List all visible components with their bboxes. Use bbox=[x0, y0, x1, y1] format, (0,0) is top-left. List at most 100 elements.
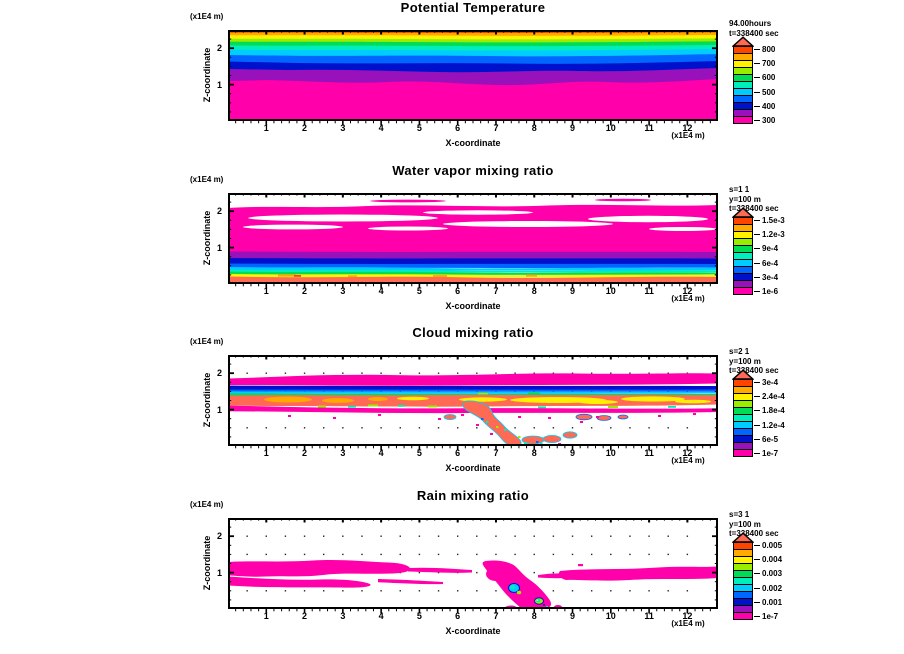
colorbar-tick-label: 1e-6 bbox=[753, 287, 778, 296]
x-tick-label: 4 bbox=[378, 611, 384, 621]
colorbar-boxes bbox=[733, 46, 753, 124]
colorbar-annotations: 94.00hours t=338400 sec bbox=[729, 19, 819, 38]
colorbar-tick-label: 0.005 bbox=[753, 541, 782, 550]
colorbar-annotations: s=1 1 y=100 m t=338400 sec bbox=[729, 185, 819, 214]
z-tick-label: 1 bbox=[216, 80, 222, 90]
annotation-time-sec: t=338400 sec bbox=[729, 28, 779, 38]
x-tick-label: 12 bbox=[682, 123, 693, 133]
colorbar: 800 700 600 500 400 300 bbox=[733, 45, 823, 126]
x-tick-label: 2 bbox=[302, 611, 308, 621]
colorbar-tick-label: 6e-5 bbox=[753, 435, 778, 444]
z-tick-label: 2 bbox=[216, 43, 222, 53]
colorbar-tick-label: 300 bbox=[753, 116, 775, 125]
x-tick-label: 4 bbox=[378, 448, 384, 458]
x-tick-label: 5 bbox=[416, 448, 422, 458]
x-tick-label: 3 bbox=[340, 123, 346, 133]
x-axis-unit: (x1E4 m) bbox=[671, 131, 705, 140]
colorbar-tick-label: 0.001 bbox=[753, 598, 782, 607]
annotation-slice: s=1 1 bbox=[729, 185, 750, 194]
z-axis-unit: (x1E4 m) bbox=[190, 337, 224, 346]
contour-plot-water-vapor bbox=[228, 193, 718, 289]
x-tick-label: 6 bbox=[455, 123, 461, 133]
x-tick-labels: 1 2 3 4 5 6 7 8 9 10 11 12 bbox=[226, 286, 720, 296]
z-axis-label: Z-coordinate bbox=[202, 210, 212, 266]
colorbar-tick-label: 3e-4 bbox=[753, 378, 778, 387]
x-axis-unit: (x1E4 m) bbox=[671, 456, 705, 465]
z-tick-label: 2 bbox=[216, 531, 222, 541]
colorbar-tick-label: 1e-7 bbox=[753, 449, 778, 458]
colorbar-tick-label: 400 bbox=[753, 102, 775, 111]
x-tick-label: 6 bbox=[455, 286, 461, 296]
x-axis-label: X-coordinate bbox=[445, 138, 501, 148]
x-tick-label: 2 bbox=[302, 448, 308, 458]
colorbar-boxes bbox=[733, 379, 753, 457]
x-axis-label: X-coordinate bbox=[445, 626, 501, 636]
x-tick-label: 1 bbox=[263, 611, 269, 621]
x-tick-label: 3 bbox=[340, 611, 346, 621]
annotation-slice: s=3 1 bbox=[729, 510, 750, 519]
x-axis-label: X-coordinate bbox=[445, 463, 501, 473]
colorbar-tick-label: 1.2e-4 bbox=[753, 421, 785, 430]
x-tick-label: 1 bbox=[263, 448, 269, 458]
colorbar-tick-label: 600 bbox=[753, 73, 775, 82]
z-axis-unit: (x1E4 m) bbox=[190, 175, 224, 184]
x-tick-label: 8 bbox=[531, 123, 537, 133]
x-tick-label: 11 bbox=[644, 123, 654, 133]
colorbar-tick-label: 9e-4 bbox=[753, 244, 778, 253]
x-axis-label: X-coordinate bbox=[445, 301, 501, 311]
x-tick-label: 12 bbox=[682, 611, 693, 621]
colorbar-tick-label: 1e-7 bbox=[753, 612, 778, 621]
z-axis-unit: (x1E4 m) bbox=[190, 500, 224, 509]
x-tick-label: 1 bbox=[263, 123, 269, 133]
annotation-time-hours: 94.00hours bbox=[729, 19, 772, 28]
x-tick-label: 7 bbox=[493, 448, 499, 458]
colorbar-annotations: s=2 1 y=100 m t=338400 sec bbox=[729, 347, 819, 376]
colorbar-tick-label: 1.8e-4 bbox=[753, 406, 785, 415]
x-tick-label: 5 bbox=[416, 286, 422, 296]
colorbar-tick-label: 800 bbox=[753, 45, 775, 54]
x-tick-label: 5 bbox=[416, 611, 422, 621]
colorbar-tick-label: 0.003 bbox=[753, 569, 782, 578]
z-axis-label: Z-coordinate bbox=[202, 372, 212, 428]
colorbar: 3e-4 2.4e-4 1.8e-4 1.2e-4 6e-5 1e-7 bbox=[733, 378, 823, 459]
colorbar-tick-label: 1.5e-3 bbox=[753, 216, 785, 225]
z-tick-label: 1 bbox=[216, 405, 222, 415]
z-tick-label: 2 bbox=[216, 206, 222, 216]
x-tick-labels: 1 2 3 4 5 6 7 8 9 10 11 12 bbox=[226, 611, 720, 621]
panel-title: Water vapor mixing ratio bbox=[392, 163, 554, 178]
x-tick-label: 10 bbox=[605, 123, 616, 133]
x-tick-label: 9 bbox=[570, 123, 576, 133]
annotation-y-plane: y=100 m bbox=[729, 519, 761, 529]
colorbar-level-11 bbox=[733, 116, 753, 124]
x-axis-unit: (x1E4 m) bbox=[671, 619, 705, 628]
x-axis-unit: (x1E4 m) bbox=[671, 294, 705, 303]
annotation-slice: s=2 1 bbox=[729, 347, 750, 356]
x-tick-label: 7 bbox=[493, 123, 499, 133]
z-axis-label: Z-coordinate bbox=[202, 47, 212, 103]
colorbar-boxes bbox=[733, 217, 753, 295]
x-tick-label: 1 bbox=[263, 286, 269, 296]
z-tick-label: 1 bbox=[216, 568, 222, 578]
colorbar-level-11 bbox=[733, 612, 753, 620]
x-tick-label: 12 bbox=[682, 286, 693, 296]
colorbar-tick-label: 6e-4 bbox=[753, 259, 778, 268]
z-tick-label: 2 bbox=[216, 368, 222, 378]
x-tick-label: 2 bbox=[302, 123, 308, 133]
z-tick-label: 1 bbox=[216, 243, 222, 253]
x-tick-label: 8 bbox=[531, 611, 537, 621]
colorbar-level-11 bbox=[733, 449, 753, 457]
x-tick-label: 7 bbox=[493, 286, 499, 296]
x-tick-label: 5 bbox=[416, 123, 422, 133]
annotation-y-plane: y=100 m bbox=[729, 194, 761, 204]
z-axis-label: Z-coordinate bbox=[202, 535, 212, 591]
x-tick-label: 7 bbox=[493, 611, 499, 621]
z-axis-unit: (x1E4 m) bbox=[190, 12, 224, 21]
panel-title: Rain mixing ratio bbox=[416, 488, 530, 503]
x-tick-label: 4 bbox=[378, 123, 384, 133]
annotation-time-sec: t=338400 sec bbox=[729, 366, 779, 375]
x-tick-label: 9 bbox=[570, 448, 576, 458]
x-tick-label: 12 bbox=[682, 448, 693, 458]
x-tick-label: 6 bbox=[455, 448, 461, 458]
x-tick-label: 2 bbox=[302, 286, 308, 296]
